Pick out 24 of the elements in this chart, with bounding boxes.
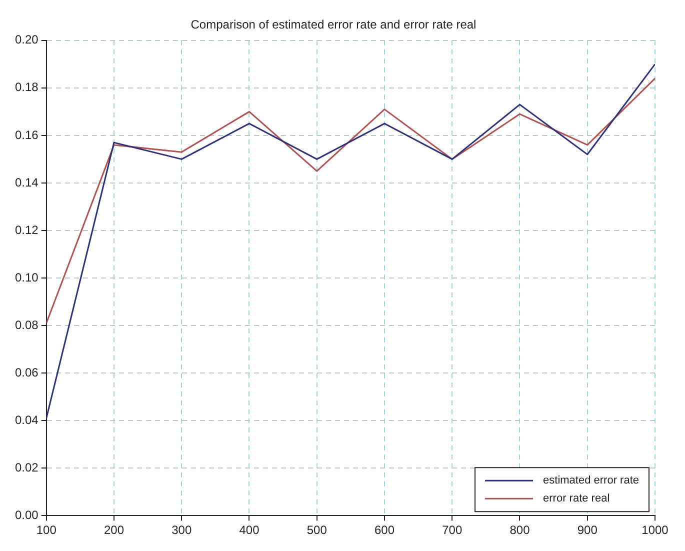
x-tick-label: 500 <box>306 523 328 538</box>
y-tick-label: 0.18 <box>14 80 39 94</box>
x-tick-label: 100 <box>36 523 57 538</box>
y-tick-label: 0.06 <box>14 365 39 380</box>
y-tick-label: 0.10 <box>14 270 39 284</box>
legend-label: error rate real <box>543 492 610 505</box>
y-tick-label: 0.02 <box>14 460 39 474</box>
x-tick-label: 700 <box>442 523 462 538</box>
y-tick-label: 0.16 <box>14 128 39 142</box>
y-tick-label: 0.20 <box>14 32 39 47</box>
x-tick-label: 800 <box>510 523 530 538</box>
y-tick-label: 0.14 <box>14 175 39 190</box>
y-tick-label: 0.08 <box>14 318 39 332</box>
chart-title: Comparison of estimated error rate and error rate real <box>190 18 476 32</box>
x-tick-label: 1000 <box>642 523 669 538</box>
x-tick-label: 600 <box>374 523 395 538</box>
y-tick-label: 0.04 <box>14 412 39 427</box>
y-tick-label: 0.12 <box>14 222 39 237</box>
x-tick-label: 900 <box>577 523 598 538</box>
x-tick-label: 300 <box>172 523 192 538</box>
y-tick-label: 0.00 <box>14 508 39 522</box>
x-tick-label: 400 <box>239 523 260 538</box>
x-tick-label: 200 <box>104 523 124 538</box>
legend-label: estimated error rate <box>543 474 640 487</box>
